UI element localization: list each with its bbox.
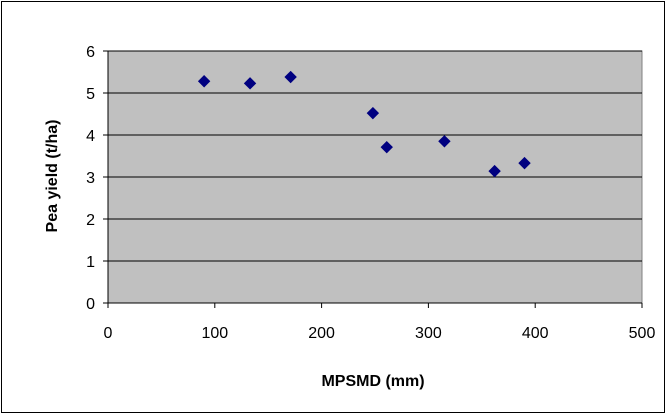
axes	[103, 50, 643, 308]
x-tick-label: 300	[415, 325, 442, 342]
data-point	[380, 140, 393, 154]
x-tick-label: 500	[629, 325, 656, 342]
x-tick-label: 0	[104, 325, 113, 342]
x-tick-labels: 0 100 200 300 400 500	[104, 325, 656, 342]
data-point	[438, 135, 451, 148]
y-tick-label: 5	[86, 86, 95, 103]
x-tick-label: 100	[201, 325, 228, 342]
grid-lines	[108, 50, 642, 262]
y-tick-label: 0	[86, 296, 95, 313]
data-point	[243, 77, 257, 90]
y-tick-label: 2	[86, 212, 95, 229]
data-point	[366, 106, 380, 120]
data-markers	[197, 70, 531, 178]
data-point	[197, 75, 211, 88]
data-point	[518, 156, 531, 170]
y-tick-label: 1	[86, 254, 95, 271]
x-tick-label: 200	[308, 325, 335, 342]
x-axis-title: MPSMD (mm)	[321, 373, 424, 390]
y-axis-title: Pea yield (t/ha)	[44, 120, 61, 233]
y-tick-label: 6	[86, 44, 95, 61]
x-tick-label: 400	[522, 325, 549, 342]
data-point	[488, 164, 501, 178]
y-tick-labels: 0 1 2 3 4 5 6	[86, 44, 95, 313]
data-point	[284, 70, 297, 84]
y-tick-label: 4	[86, 128, 95, 145]
y-tick-label: 3	[86, 170, 95, 187]
